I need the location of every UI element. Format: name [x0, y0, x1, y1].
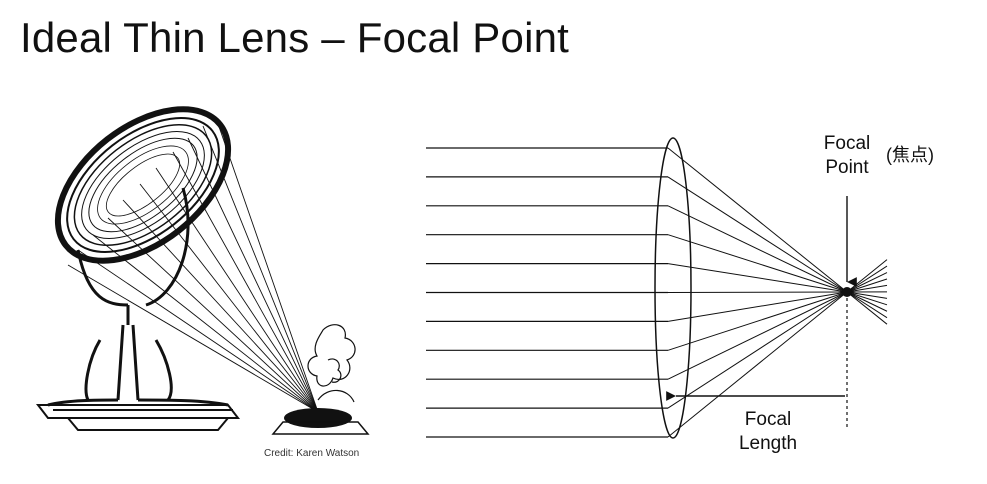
converging-rays [667, 147, 848, 438]
diverging-ray [846, 272, 888, 293]
converging-ray [667, 147, 848, 293]
diverging-ray [846, 284, 888, 293]
illustration-target [271, 408, 370, 435]
diverging-ray [846, 278, 888, 293]
focal-point-label-line1: Focal [823, 133, 871, 154]
focal-point-japanese-label: (焦点) [886, 145, 934, 165]
converging-ray [667, 291, 848, 293]
converging-ray [667, 234, 848, 293]
burning-lens-illustration [35, 106, 370, 435]
thin-lens [654, 137, 692, 439]
illustration-smoke [307, 324, 356, 403]
converging-ray [667, 291, 848, 380]
slide-title: Ideal Thin Lens – Focal Point [20, 14, 570, 61]
diverging-ray [846, 291, 888, 312]
focal-point-label: Focal Point [812, 132, 882, 180]
converging-ray [667, 291, 848, 351]
diverging-ray [846, 265, 888, 293]
diverging-ray [846, 291, 888, 306]
illustration-lens [54, 106, 232, 264]
converging-ray [667, 205, 848, 293]
diverging-ray [846, 291, 888, 299]
focal-length-label-line2: Length [738, 433, 798, 454]
focal-length-label-line1: Focal [744, 409, 792, 430]
converging-ray [667, 291, 848, 438]
focal-point-label-line2: Point [825, 157, 869, 178]
illustration-base [35, 404, 241, 431]
image-credit: Credit: Karen Watson [264, 448, 360, 459]
illustration-stand [47, 187, 229, 407]
incoming-rays [426, 147, 668, 438]
converging-ray [667, 291, 848, 322]
diverging-ray [846, 291, 888, 325]
focal-length-label: Focal Length [728, 408, 808, 456]
converging-ray [667, 176, 848, 293]
diverging-ray [846, 291, 888, 319]
focal-point-dot [842, 287, 852, 297]
diverging-rays [846, 259, 888, 325]
converging-ray [667, 263, 848, 293]
converging-ray [667, 291, 848, 409]
